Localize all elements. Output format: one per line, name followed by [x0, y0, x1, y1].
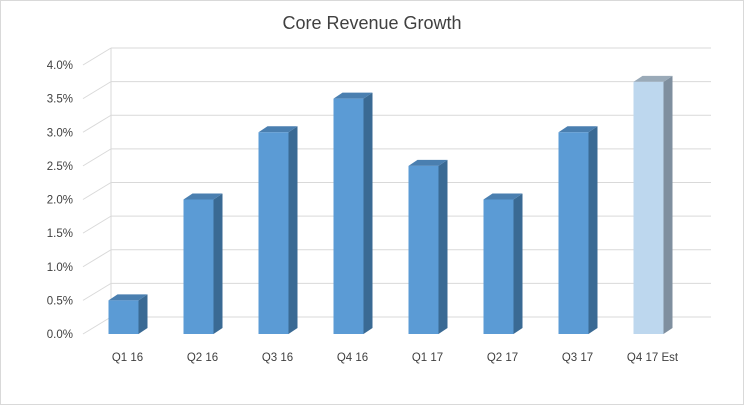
- gridline: [82, 114, 711, 133]
- y-tick-label: 0.0%: [47, 329, 73, 341]
- bar-front: [483, 199, 514, 334]
- gridline: [82, 249, 711, 268]
- y-tick-label: 4.0%: [47, 60, 73, 72]
- bar-top: [633, 75, 673, 82]
- y-tick-label: 1.0%: [47, 262, 73, 274]
- gridline: [82, 148, 711, 167]
- gridline: [82, 47, 711, 66]
- bar-front: [333, 98, 364, 334]
- gridline: [82, 81, 711, 100]
- bar: [333, 92, 373, 334]
- x-tick-label: Q3 17: [562, 352, 593, 364]
- x-tick-label: Q1 16: [112, 352, 143, 364]
- y-axis: 0.0% 0.5% 1.0% 1.5% 2.0% 2.5% 3.0% 3.5% 4.0%: [47, 60, 73, 341]
- gridline: [82, 316, 711, 335]
- x-axis: Q1 16 Q2 16 Q3 16 Q4 16 Q1 17 Q2 17 Q3 17 Q4 17…: [112, 352, 679, 364]
- bar: [483, 193, 523, 334]
- bar-side: [213, 193, 223, 334]
- bar-top: [483, 193, 523, 200]
- bar-top: [333, 92, 373, 99]
- bar-top: [408, 159, 448, 166]
- bar-side: [588, 126, 598, 334]
- y-tick-label: 1.5%: [47, 228, 73, 240]
- gridline: [82, 182, 711, 200]
- bar-side: [138, 294, 148, 334]
- gridline: [82, 215, 711, 234]
- bar-side: [663, 75, 673, 334]
- bar-top: [258, 126, 298, 133]
- bar-front: [183, 199, 214, 334]
- bar: [108, 294, 148, 334]
- bar-front: [108, 300, 139, 334]
- bar: [558, 126, 598, 334]
- y-tick-label: 3.0%: [47, 127, 73, 139]
- bar-top: [558, 126, 598, 133]
- x-tick-label: Q4 16: [337, 352, 368, 364]
- y-tick-label: 2.0%: [47, 195, 73, 207]
- gridlines: [82, 47, 711, 335]
- y-tick-label: 2.5%: [47, 161, 73, 173]
- bar: [633, 75, 673, 334]
- x-tick-label: Q2 16: [187, 352, 218, 364]
- bar-side: [438, 159, 448, 334]
- gridline: [82, 282, 711, 301]
- bar-side: [513, 193, 523, 334]
- bar-front: [633, 81, 664, 334]
- bar-front: [408, 165, 439, 334]
- x-tick-label: Q1 17: [412, 352, 443, 364]
- bars: [108, 75, 673, 334]
- y-tick-label: 3.5%: [47, 94, 73, 106]
- bar: [408, 159, 448, 334]
- bar-top: [183, 193, 223, 200]
- x-tick-label: Q3 16: [262, 352, 293, 364]
- bar-side: [288, 126, 298, 334]
- x-tick-label: Q2 17: [487, 352, 518, 364]
- bar-side: [363, 92, 373, 334]
- x-tick-label: Q4 17 Est: [627, 352, 679, 364]
- bar-front: [258, 132, 289, 334]
- bar: [183, 193, 223, 334]
- chart-title: Core Revenue Growth: [282, 13, 462, 33]
- bar: [258, 126, 298, 334]
- bar-front: [558, 132, 589, 334]
- bar-top: [108, 294, 148, 301]
- y-tick-label: 0.5%: [47, 295, 73, 307]
